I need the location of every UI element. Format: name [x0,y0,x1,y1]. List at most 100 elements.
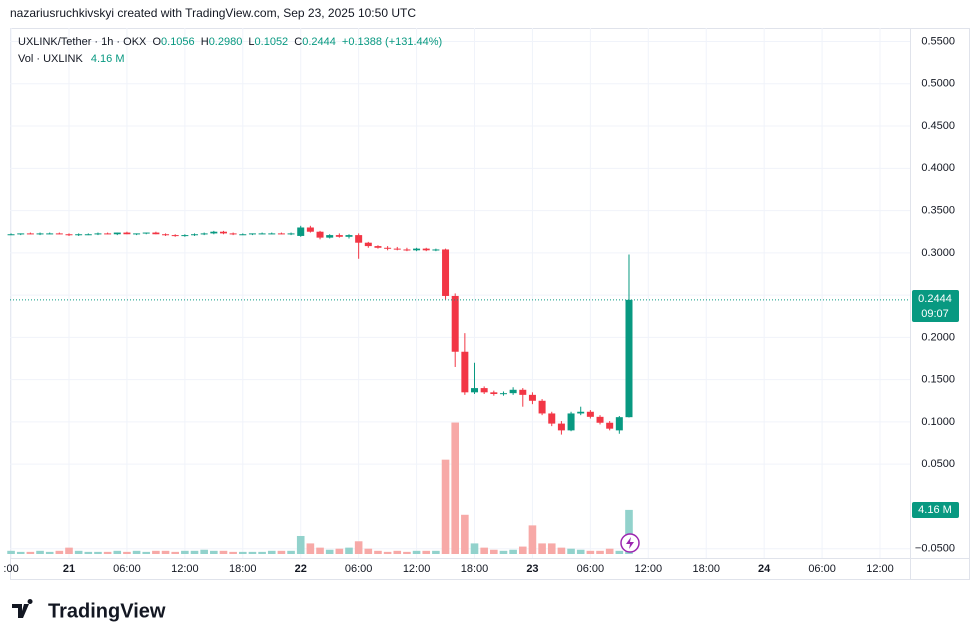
x-tick-label: 24 [758,563,771,575]
volume-bar [277,550,286,554]
volume-bar [36,550,44,554]
candle-body [403,249,411,251]
candle-body [219,231,227,234]
candle-body [567,413,575,431]
volume-bar [113,550,122,554]
candle-body [84,234,92,236]
volume-bar [345,547,353,554]
candle-body [104,233,112,235]
candle-body [461,351,469,393]
candle-body [277,233,285,235]
candle-body [374,246,382,248]
volume-bar [509,549,517,554]
volume-bar [248,551,257,554]
candle-body [480,388,488,393]
price-badge [912,290,959,322]
candle-body [577,411,585,414]
volume-bar [576,549,585,554]
price-badge-value: 0.2444 [918,293,952,305]
volume-bar [354,541,363,554]
candle-body [335,235,343,237]
change: +0.1388 (+131.44%) [342,36,442,48]
volume-bar [586,550,595,554]
candle-body [191,234,199,236]
candle-body [46,233,54,235]
candle-body [268,233,276,235]
candle-body [499,393,507,395]
volume-bar [161,550,170,554]
x-tick-label: 06:00 [113,563,141,575]
y-tick-label: −0.0500 [915,543,955,555]
frame [10,28,970,580]
volume-bar [287,550,295,554]
y-tick-label: 0.2000 [921,331,955,343]
candle-body [17,233,25,235]
x-tick-label: 22 [295,563,307,575]
candle-body [65,234,73,236]
volume-bar [393,550,402,554]
volume-bar [461,514,469,554]
candle-body [239,234,247,236]
volume-bar [499,550,508,554]
candle-body [557,423,565,431]
x-tick-label: 06:00 [808,563,836,575]
y-tick-label: 0.4500 [921,120,955,132]
volume-bar [374,550,382,554]
x-tick-label: 12:00 [171,563,199,575]
volume-bar [296,535,305,554]
candle-body [490,392,498,395]
candle-body [625,299,633,418]
x-tick-label: 18:00 [229,563,257,575]
y-tick-label: 0.1500 [921,374,955,386]
l-value: 0.1052 [255,36,289,48]
volume-bar [84,551,93,554]
volume-bar [547,543,556,554]
volume-label: Vol · UXLINK [18,53,83,65]
volume-bar [142,551,151,554]
volume-bar [123,551,131,554]
candle-body [509,389,517,394]
candle-body [113,232,121,235]
candle-body [413,248,421,251]
candle-body [364,242,372,247]
candle-body [596,416,604,423]
volume-bar [364,548,373,554]
candle-body [133,233,141,235]
x-tick-label: :00 [3,563,18,575]
x-tick-label: 18:00 [692,563,720,575]
x-tick-label: 12:00 [635,563,663,575]
candle-body [142,232,150,234]
volume-bar [219,550,228,554]
volume-bar [306,543,315,554]
volume-bar [190,550,199,554]
volume-bar [432,550,440,554]
volume-bar [412,550,421,554]
y-tick-label: 0.5500 [921,35,955,47]
candle-body [123,232,131,235]
o-value: 0.1056 [161,36,195,48]
candle-body [229,233,237,235]
logo-mark [12,599,33,618]
marks [7,225,910,554]
candle-body [615,417,623,431]
y-tick-label: 0.0500 [921,458,955,470]
volume-bar [229,551,237,554]
candle-body [55,233,63,235]
candle-body [606,422,614,429]
chart-title: nazariusruchkivskyi created with Trading… [10,6,416,20]
volume-bar [316,547,324,554]
x-tick-label: 12:00 [866,563,894,575]
volume-bar [238,551,247,554]
volume-bar [403,551,411,554]
candle-body [94,233,102,235]
candle-body [345,235,353,237]
volume-bar [171,551,180,554]
candle-body [200,233,208,235]
volume-bar [45,551,54,554]
candle-body [316,231,324,238]
volume-bar [103,551,112,554]
volume-legend: Vol · UXLINK 4.16 M [18,53,125,65]
volume-bar [451,422,459,554]
c-value: 0.2444 [302,36,336,48]
